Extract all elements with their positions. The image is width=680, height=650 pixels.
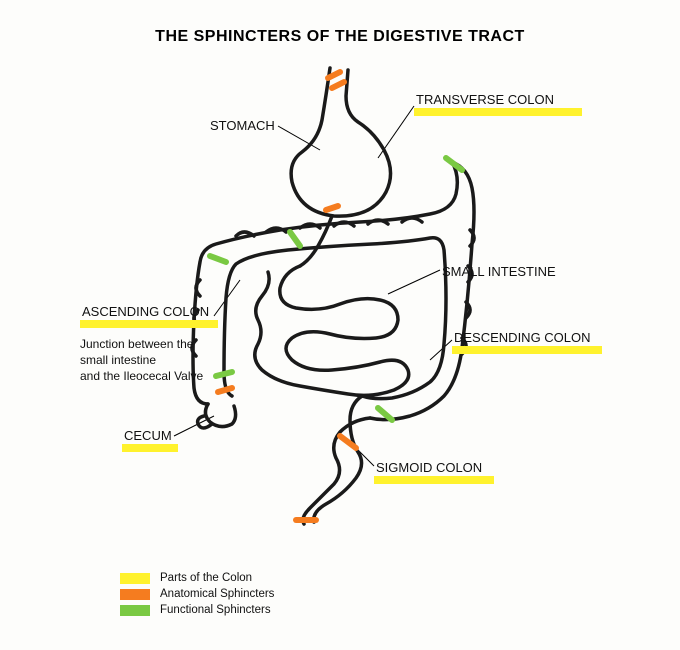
legend-text: Anatomical Sphincters (160, 588, 274, 600)
legend-swatch (120, 573, 150, 584)
caption-line: Junction between the (80, 336, 203, 352)
legend-item: Functional Sphincters (120, 604, 274, 616)
hl-ascending-colon (80, 320, 218, 328)
label-transverse-colon: TRANSVERSE COLON (416, 92, 554, 107)
legend-item: Parts of the Colon (120, 572, 274, 584)
legend-swatch (120, 589, 150, 600)
label-cecum: CECUM (124, 428, 172, 443)
legend-swatch (120, 605, 150, 616)
legend-text: Parts of the Colon (160, 572, 252, 584)
legend-text: Functional Sphincters (160, 604, 271, 616)
caption-line: and the Ileocecal Valve (80, 368, 203, 384)
hl-transverse-colon (414, 108, 582, 116)
legend: Parts of the Colon Anatomical Sphincters… (120, 568, 274, 620)
hl-sigmoid-colon (374, 476, 494, 484)
label-descending-colon: DESCENDING COLON (454, 330, 591, 345)
hl-descending-colon (452, 346, 602, 354)
label-ascending-colon: ASCENDING COLON (82, 304, 209, 319)
ileocecal-caption: Junction between the small intestine and… (80, 336, 203, 385)
label-small-intestine: SMALL INTESTINE (442, 264, 556, 279)
legend-item: Anatomical Sphincters (120, 588, 274, 600)
caption-line: small intestine (80, 352, 203, 368)
label-sigmoid-colon: SIGMOID COLON (376, 460, 482, 475)
label-stomach: STOMACH (210, 118, 275, 133)
hl-cecum (122, 444, 178, 452)
